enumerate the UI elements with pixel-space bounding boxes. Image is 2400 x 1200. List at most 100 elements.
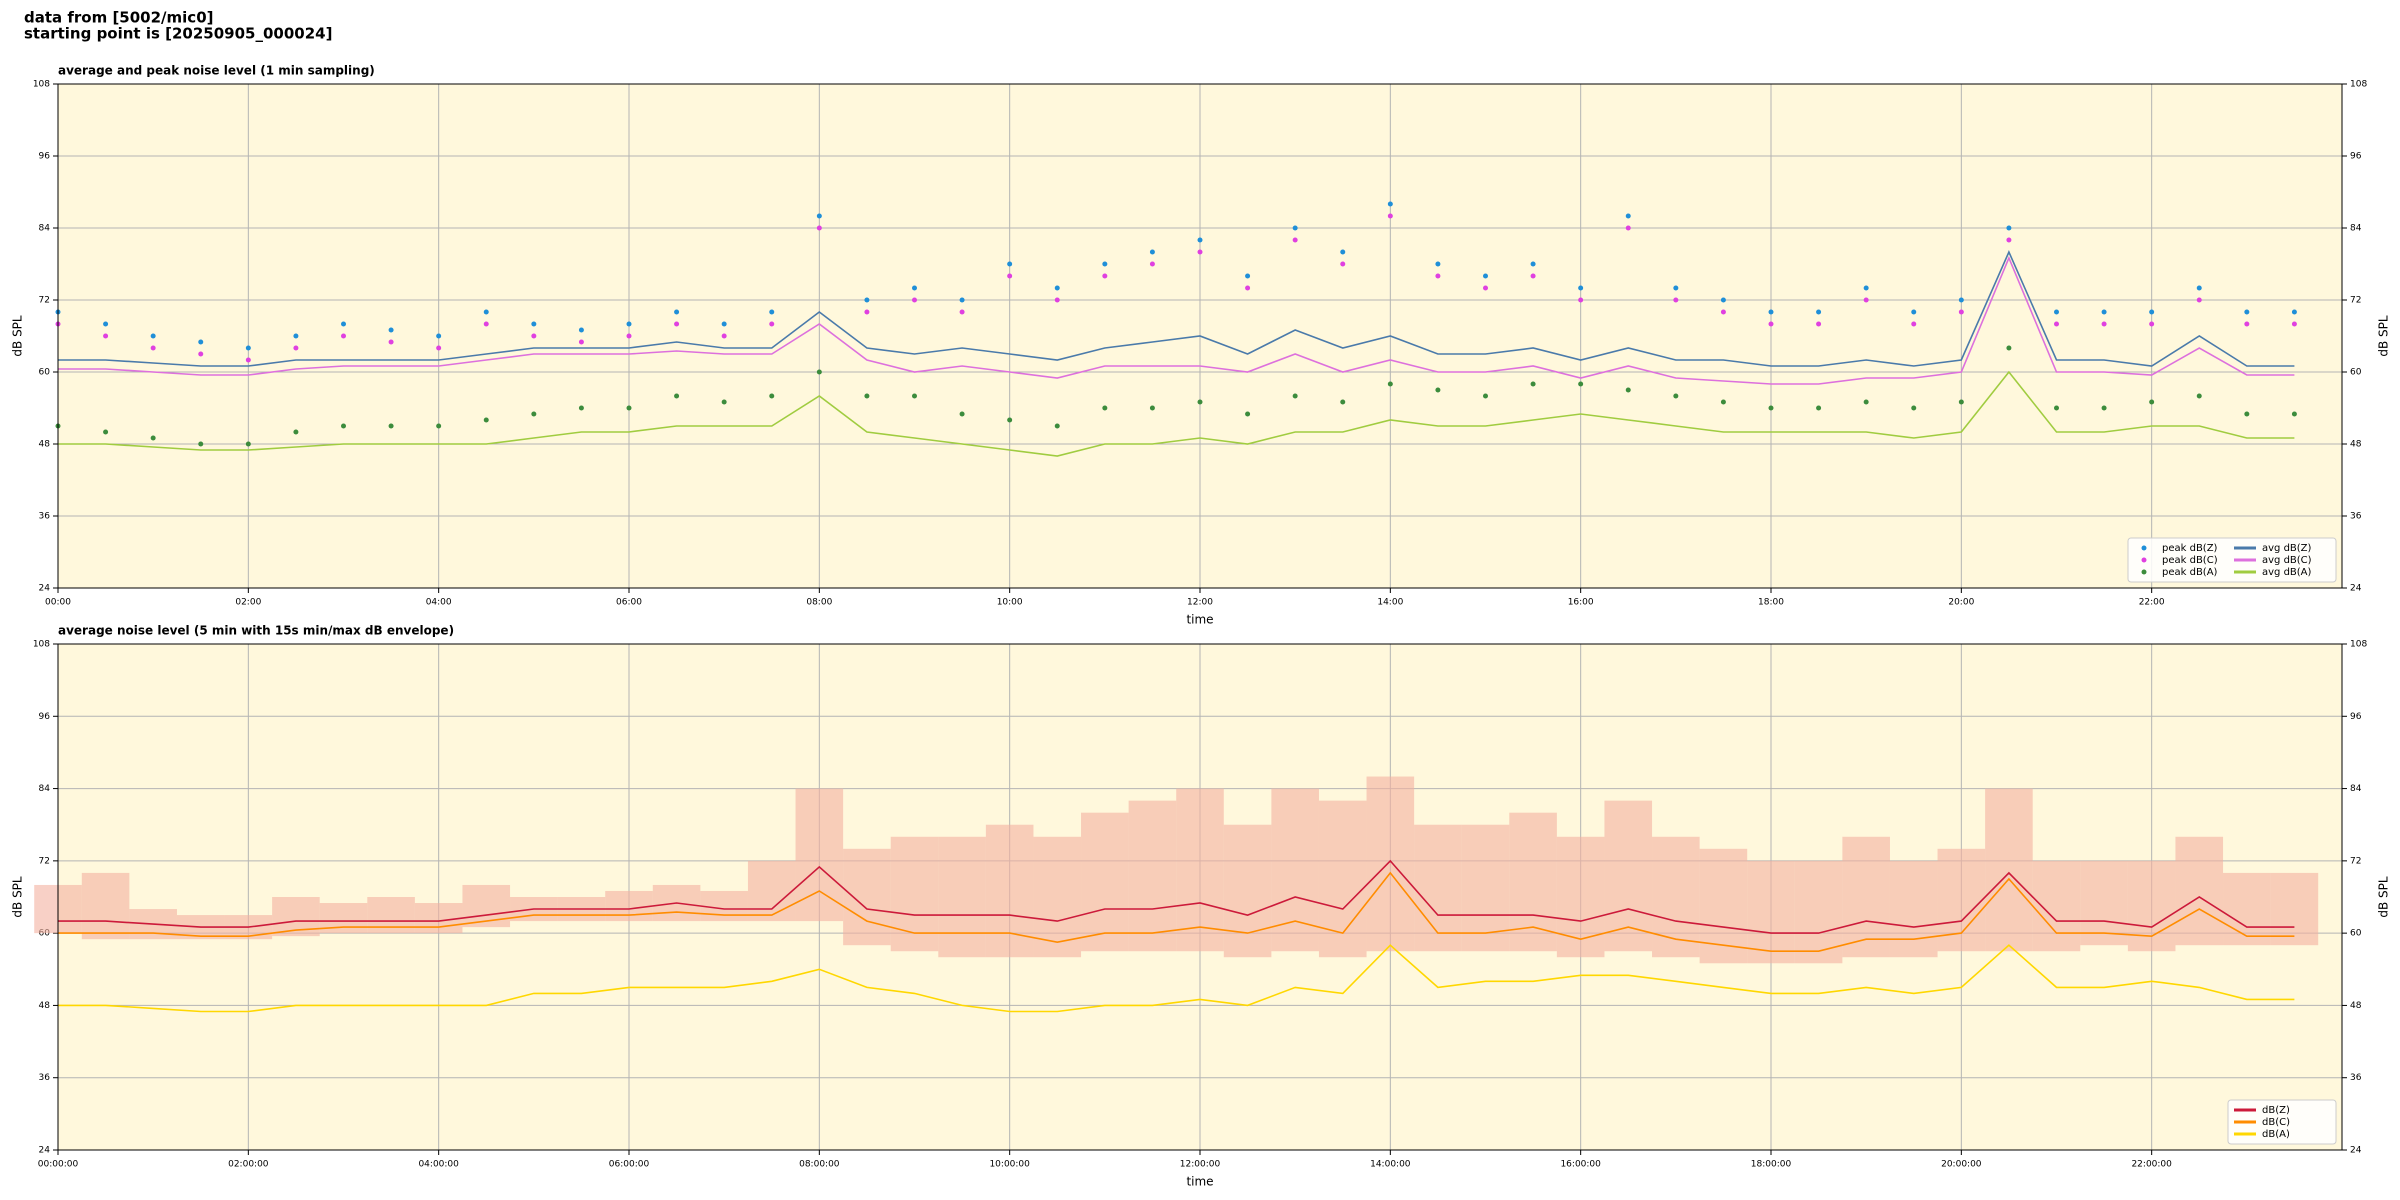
peak-dot [2054, 321, 2059, 327]
peak-dot [1530, 273, 1536, 279]
peak-dot [2101, 405, 2107, 411]
envelope-band [2223, 872, 2271, 946]
envelope-band [1889, 860, 1938, 958]
envelope-band [1318, 800, 1367, 958]
x-tick-label: 02:00:00 [228, 1160, 269, 1170]
peak-dot [1102, 261, 1108, 267]
envelope-band [843, 848, 891, 946]
legend-swatch [2141, 545, 2147, 551]
peak-dot [483, 417, 489, 423]
peak-dot [1292, 237, 1298, 243]
peak-dot [341, 423, 346, 429]
peak-dot [293, 345, 299, 351]
x-tick-label: 04:00:00 [418, 1160, 459, 1170]
peak-dot [1816, 321, 1822, 327]
peak-dot [2291, 411, 2297, 417]
peak-dot [2006, 345, 2012, 351]
y-tick-label: 48 [39, 1001, 51, 1011]
peak-dot [1625, 213, 1631, 219]
y-tick-label: 60 [39, 929, 51, 939]
peak-dot [816, 213, 822, 219]
y2-tick-label: 36 [2350, 1073, 2362, 1083]
y-axis-label: dB SPL [11, 876, 25, 918]
envelope-band [1604, 800, 1653, 952]
peak-dot [150, 333, 156, 339]
peak-dot [436, 423, 442, 429]
x-tick-label: 12:00 [1187, 598, 1213, 608]
peak-dot [1435, 387, 1441, 393]
peak-dot [1007, 261, 1013, 267]
peak-dot [2291, 309, 2297, 315]
peak-dot [2054, 405, 2059, 411]
peak-dot [1863, 399, 1869, 405]
peak-dot [245, 357, 251, 363]
legend-label: peak dB(A) [2162, 567, 2218, 578]
x-tick-label: 02:00 [235, 598, 261, 608]
peak-dot [1483, 285, 1488, 291]
plot-frame [57, 643, 2343, 1151]
y-axis-label: dB SPL [11, 315, 25, 357]
y-tick-label: 72 [39, 296, 50, 306]
peak-dot [2054, 309, 2059, 315]
peak-dot [531, 333, 537, 339]
x-tick-label: 06:00:00 [609, 1160, 650, 1170]
peak-dot [2101, 309, 2107, 315]
envelope-band [985, 824, 1034, 958]
envelope-band [1176, 788, 1224, 952]
envelope-band [1081, 812, 1129, 952]
y-tick-label: 24 [39, 584, 51, 594]
x-tick-label: 18:00 [1758, 598, 1784, 608]
y-tick-label: 84 [39, 784, 51, 794]
peak-dot [1625, 225, 1631, 231]
y-tick-label: 36 [39, 1073, 51, 1083]
y-tick-label: 48 [39, 440, 51, 450]
peak-dot [1149, 261, 1155, 267]
peak-dot [1768, 309, 1774, 315]
envelope-band [890, 836, 939, 952]
peak-dot [1625, 387, 1631, 393]
peak-dot [674, 309, 680, 315]
y2-tick-label: 24 [2350, 584, 2362, 594]
envelope-band [2127, 860, 2176, 952]
envelope-band [2032, 860, 2081, 952]
peak-dot [245, 441, 251, 447]
peak-dot [1720, 399, 1726, 405]
peak-dot [1340, 399, 1346, 405]
x-tick-label: 18:00:00 [1751, 1160, 1792, 1170]
peak-dot [1245, 273, 1251, 279]
peak-dot [1435, 273, 1441, 279]
peak-dot [103, 321, 109, 327]
peak-dot [1958, 309, 1964, 315]
envelope-band [1985, 788, 2033, 952]
peak-dot [388, 423, 394, 429]
envelope-band [1652, 836, 1700, 958]
peak-dot [959, 411, 965, 417]
peak-dot [1578, 285, 1584, 291]
envelope-band [1509, 812, 1557, 952]
peak-dot [1149, 405, 1155, 411]
peak-dot [150, 345, 156, 351]
peak-dot [1054, 285, 1060, 291]
peak-dot [912, 297, 917, 303]
x-tick-label: 12:00:00 [1180, 1160, 1221, 1170]
envelope-band [1033, 836, 1082, 958]
y2-tick-label: 96 [2350, 152, 2362, 162]
x-tick-label: 16:00 [1568, 598, 1594, 608]
peak-dot [1816, 405, 1822, 411]
peak-dot [578, 327, 584, 333]
peak-dot [721, 333, 727, 339]
plot-frame [57, 83, 2343, 589]
envelope-band [2080, 860, 2128, 946]
peak-dot [1007, 273, 1013, 279]
peak-dot [2149, 321, 2155, 327]
envelope-band [747, 860, 796, 922]
y-tick-label: 108 [33, 80, 50, 90]
y2-tick-label: 72 [2350, 296, 2361, 306]
peak-dot [1007, 417, 1013, 423]
y-tick-label: 84 [39, 224, 51, 234]
y-tick-label: 36 [39, 512, 51, 522]
envelope-band [1223, 824, 1272, 958]
y2-tick-label: 60 [2350, 929, 2362, 939]
legend-label: avg dB(A) [2262, 567, 2312, 578]
x-tick-label: 04:00 [426, 598, 452, 608]
